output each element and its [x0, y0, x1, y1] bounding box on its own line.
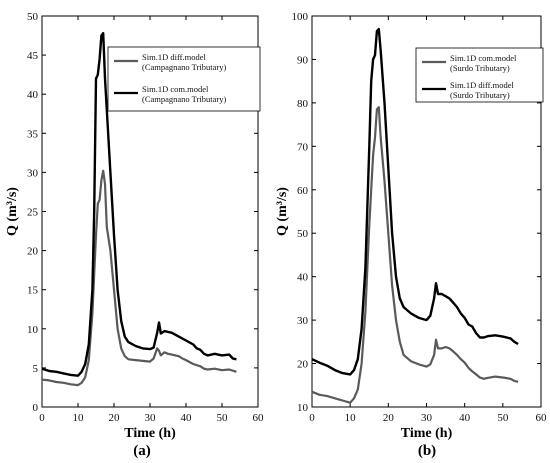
y-tick-label: 50	[27, 11, 39, 23]
y-tick-label: 10	[297, 402, 309, 414]
legend-box	[107, 46, 261, 112]
series-line-0	[41, 169, 237, 387]
y-tick-label: 30	[27, 167, 39, 179]
series-line-1	[311, 27, 519, 376]
x-tick-label: 0	[39, 412, 45, 424]
legend-entry-name: Sim.1D diff.model	[142, 52, 206, 62]
panel-label: (a)	[133, 443, 151, 459]
x-tick-label: 30	[421, 412, 433, 424]
y-tick-label: 80	[297, 98, 309, 110]
legend-box	[415, 47, 544, 103]
y-tick-label: 60	[297, 185, 309, 197]
x-tick-label: 50	[497, 412, 509, 424]
y-tick-label: 25	[27, 207, 39, 219]
y-tick-label: 40	[27, 89, 39, 101]
legend-entry-subname: (Surdo Tributary)	[450, 63, 510, 73]
y-tick-label: 30	[297, 315, 309, 327]
y-tick-label: 35	[27, 128, 39, 140]
y-axis-label: Q (m³/s)	[275, 187, 290, 236]
legend: Sim.1D diff.model(Campagnano Tributary)S…	[107, 46, 261, 112]
y-tick-label: 45	[27, 50, 39, 62]
legend-entry-name: Sim.1D diff.model	[450, 80, 514, 90]
y-tick-label: 10	[27, 324, 39, 336]
x-axis-label: Time (h)	[124, 426, 176, 441]
y-tick-label: 20	[297, 359, 309, 371]
legend-entry-name: Sim.1D com.model	[142, 84, 209, 94]
x-tick-label: 60	[253, 412, 265, 424]
chart-panel-1: 0 10 20 30 40 50 60102030405060708090100Sim.1D…	[275, 11, 547, 459]
x-tick-label: 10	[345, 412, 357, 424]
x-tick-label: 20	[109, 412, 121, 424]
series-line-1	[41, 32, 237, 377]
y-tick-label: 90	[297, 54, 309, 66]
y-axis-label: Q (m³/s)	[5, 187, 20, 236]
legend-entry-subname: (Campagnano Tributary)	[142, 62, 226, 72]
series-line-0	[311, 106, 519, 404]
panel-label: (b)	[418, 443, 436, 459]
x-tick-label: 40	[459, 412, 471, 424]
y-tick-label: 20	[27, 246, 39, 258]
y-tick-label: 40	[297, 272, 309, 284]
y-tick-label: 50	[297, 228, 309, 240]
legend-entry-name: Sim.1D com.model	[450, 53, 517, 63]
y-tick-label: 5	[33, 363, 39, 375]
x-tick-label: 10	[73, 412, 85, 424]
x-tick-label: 60	[536, 412, 548, 424]
x-tick-label: 50	[217, 412, 229, 424]
x-tick-label: 30	[145, 412, 157, 424]
x-tick-label: 20	[383, 412, 395, 424]
y-tick-label: 0	[33, 402, 39, 414]
legend-entry-subname: (Surdo Tributary)	[450, 90, 510, 100]
legend-entry-subname: (Campagnano Tributary)	[142, 94, 226, 104]
y-tick-label: 100	[292, 11, 309, 23]
x-tick-label: 40	[181, 412, 193, 424]
y-tick-label: 15	[27, 285, 39, 297]
x-axis-label: Time (h)	[401, 426, 453, 441]
chart-panel-0: 0 10 20 30 40 50 60 0 5 10 15 20 25 30 35 40 45 50 Sim.1D …	[5, 11, 264, 459]
y-tick-label: 70	[297, 141, 309, 153]
x-tick-label: 0	[309, 412, 315, 424]
legend: Sim.1D com.model(Surdo Tributary)Sim.1D …	[415, 47, 544, 103]
